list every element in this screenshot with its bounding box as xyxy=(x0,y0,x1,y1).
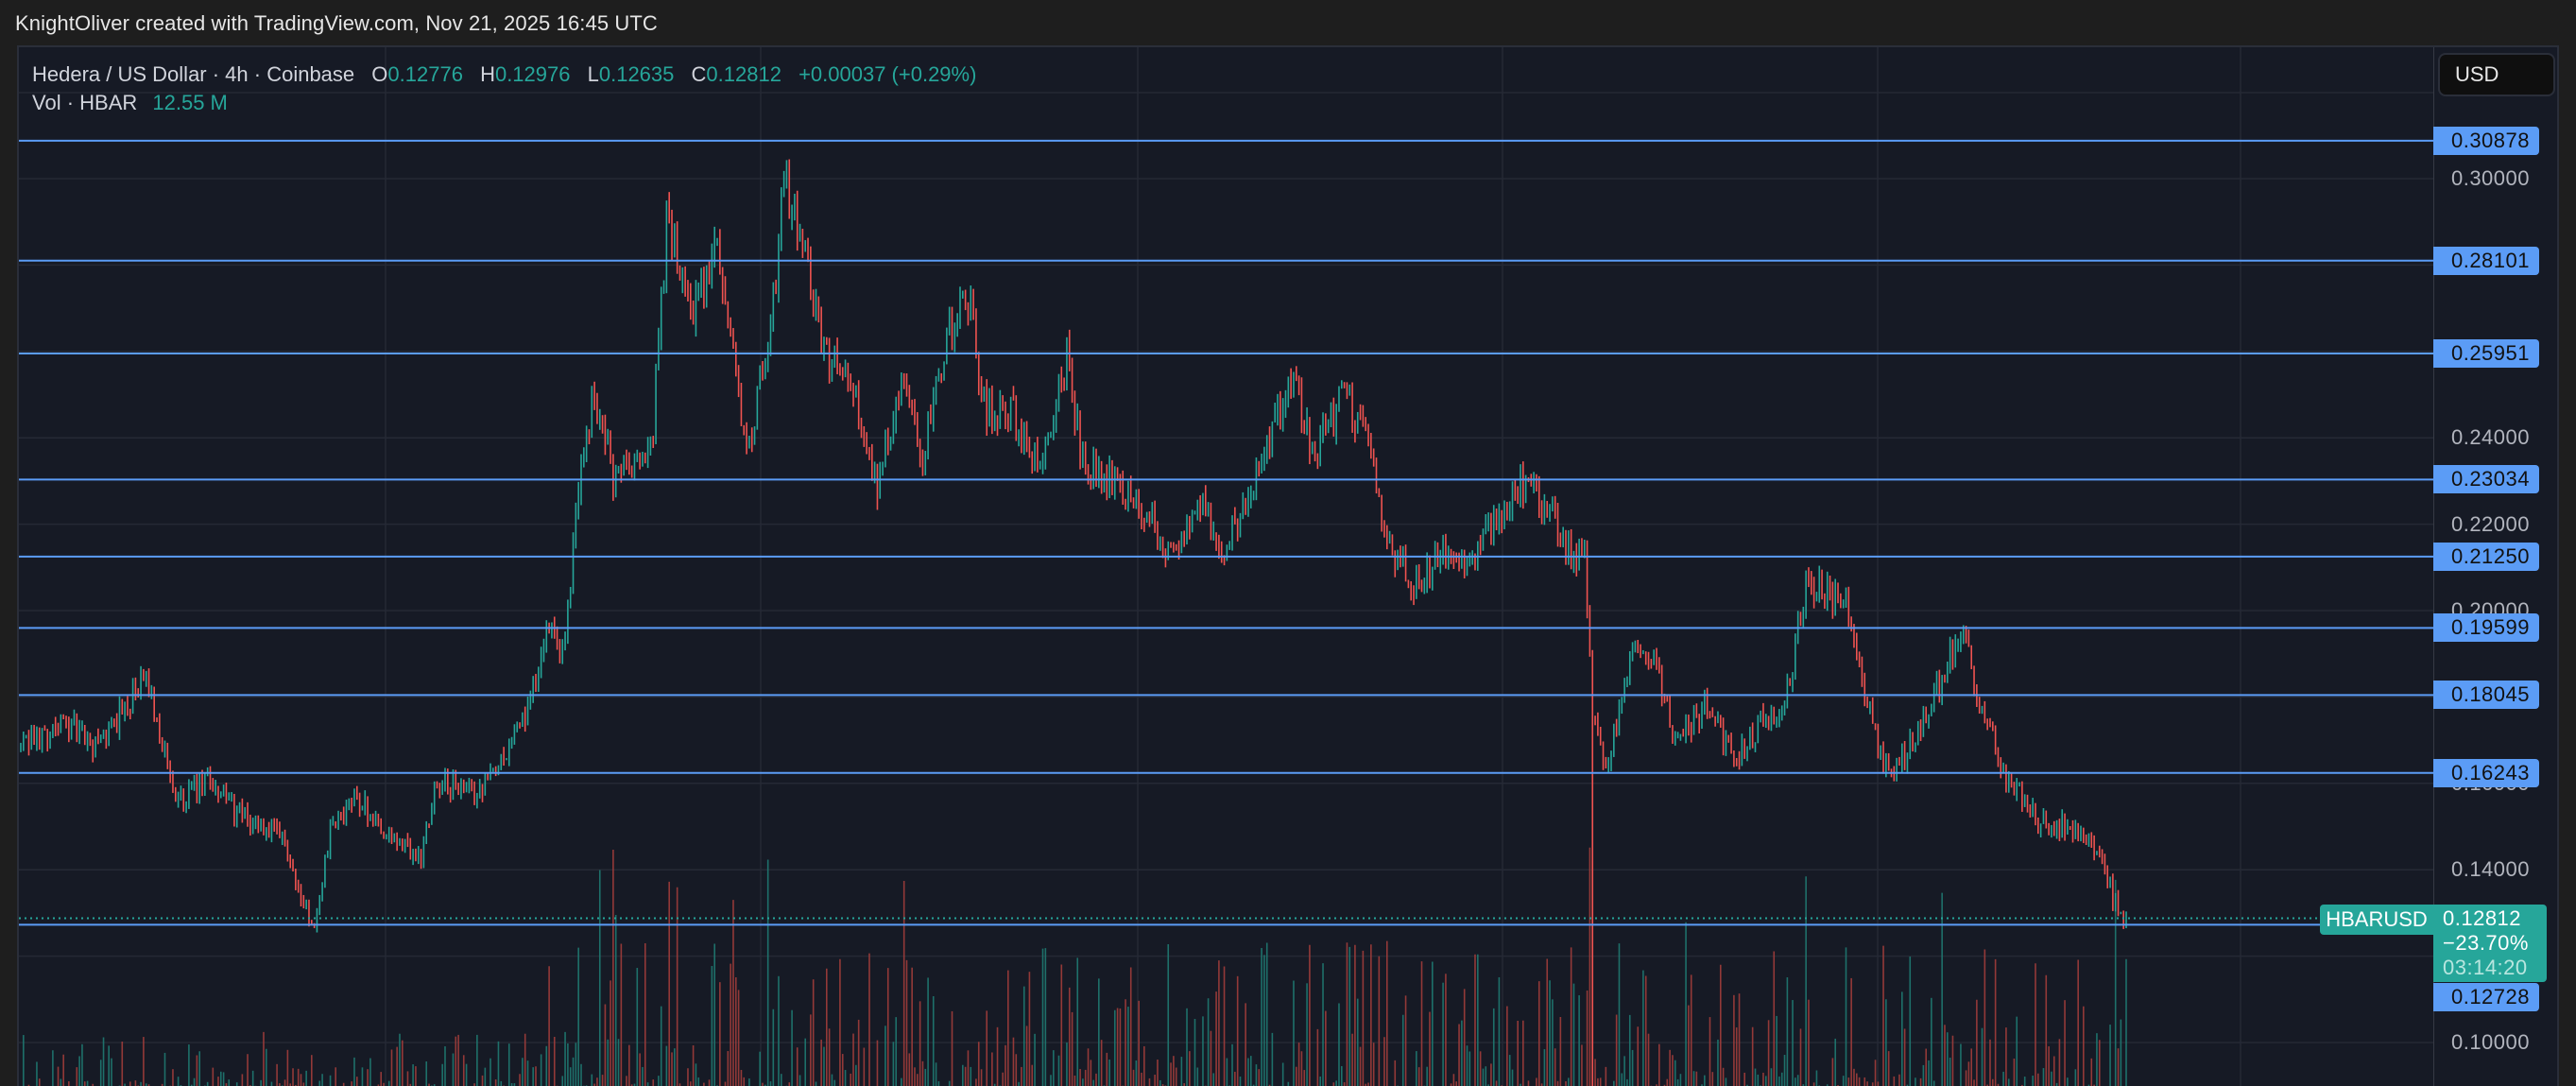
open-label: O xyxy=(371,62,388,86)
price-axis-tick: 0.14000 xyxy=(2450,857,2530,882)
level-price-label[interactable]: 0.12728 xyxy=(2433,983,2539,1011)
close-label: C xyxy=(691,62,707,86)
level-price-label[interactable]: 0.18045 xyxy=(2433,681,2539,710)
volume-legend-row: Vol · HBAR 12.55 M xyxy=(32,89,976,117)
price-axis-tick: 0.22000 xyxy=(2450,511,2530,536)
volume-value: 12.55 M xyxy=(152,91,228,114)
level-price-label[interactable]: 0.23034 xyxy=(2433,465,2539,494)
price-chart-canvas[interactable] xyxy=(19,47,2433,1086)
last-price-badge: 0.12812 −23.70% 03:14:20 xyxy=(2433,905,2547,982)
price-axis-tick: 0.10000 xyxy=(2450,1030,2530,1054)
volume-label[interactable]: Vol · HBAR xyxy=(32,91,138,114)
change-percent: −23.70% xyxy=(2443,931,2529,955)
low-label: L xyxy=(587,62,599,86)
chart-frame[interactable]: Hedera / US Dollar · 4h · Coinbase O0.12… xyxy=(17,45,2559,1086)
high-value: 0.12976 xyxy=(494,62,571,86)
level-price-label[interactable]: 0.25951 xyxy=(2433,339,2539,369)
level-price-label[interactable]: 0.30878 xyxy=(2433,126,2539,155)
high-label: H xyxy=(480,62,495,86)
ohlc-legend-row: Hedera / US Dollar · 4h · Coinbase O0.12… xyxy=(32,60,976,89)
price-axis-tick: 0.30000 xyxy=(2450,166,2530,190)
low-value: 0.12635 xyxy=(598,62,675,86)
level-price-label[interactable]: 0.21250 xyxy=(2433,542,2539,571)
change-value: +0.00037 (+0.29%) xyxy=(799,62,977,86)
series-legend: Hedera / US Dollar · 4h · Coinbase O0.12… xyxy=(32,60,976,117)
close-value: 0.12812 xyxy=(706,62,781,86)
level-price-label[interactable]: 0.28101 xyxy=(2433,246,2539,275)
chart-watermark: KnightOliver created with TradingView.co… xyxy=(15,11,658,35)
currency-button[interactable]: USD xyxy=(2438,53,2555,96)
bar-countdown: 03:14:20 xyxy=(2443,956,2528,979)
symbol-title[interactable]: Hedera / US Dollar · 4h · Coinbase xyxy=(32,62,355,86)
open-value: 0.12776 xyxy=(387,62,463,86)
level-price-label[interactable]: 0.16243 xyxy=(2433,758,2539,787)
last-price: 0.12812 xyxy=(2443,906,2522,930)
symbol-badge: HBARUSD xyxy=(2320,905,2433,935)
level-price-label[interactable]: 0.19599 xyxy=(2433,613,2539,643)
price-axis-tick: 0.24000 xyxy=(2450,425,2530,450)
